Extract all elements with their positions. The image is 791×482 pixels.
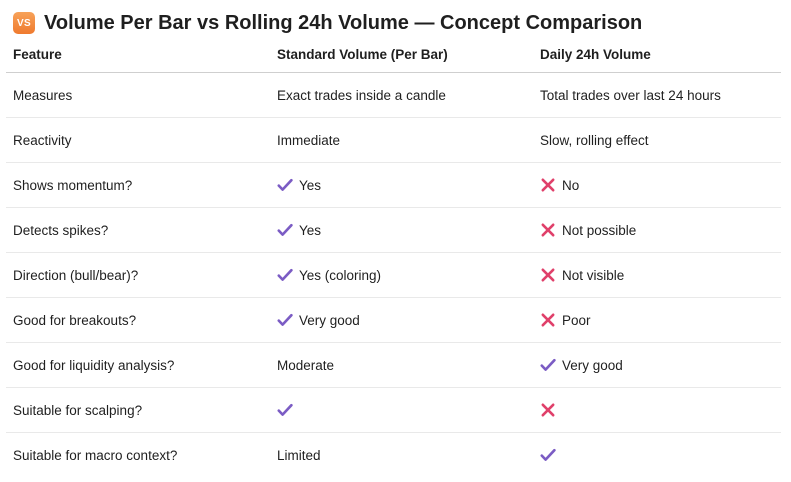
feature-cell: Good for liquidity analysis? xyxy=(6,342,270,388)
standard-cell-text: Exact trades inside a candle xyxy=(277,87,446,103)
table-row: Detects spikes? Yes Not possible xyxy=(6,207,781,253)
feature-cell: Detects spikes? xyxy=(6,207,270,253)
cross-mark-icon xyxy=(540,267,556,283)
check-mark-icon xyxy=(277,402,293,418)
column-header-standard: Standard Volume (Per Bar) xyxy=(270,36,533,73)
standard-cell xyxy=(270,387,533,433)
standard-cell-text: Moderate xyxy=(277,357,335,373)
daily-cell-content xyxy=(540,447,781,463)
standard-cell-text: Yes xyxy=(299,222,322,238)
daily-cell-text: Poor xyxy=(562,312,591,328)
column-header-daily: Daily 24h Volume xyxy=(533,36,781,73)
comparison-table: Feature Standard Volume (Per Bar) Daily … xyxy=(6,36,781,477)
standard-cell-text: Limited xyxy=(277,447,321,463)
daily-cell: Slow, rolling effect xyxy=(533,117,781,163)
standard-cell-content: Limited xyxy=(277,448,533,463)
daily-cell-text: Slow, rolling effect xyxy=(540,132,649,148)
standard-cell-text: Yes xyxy=(299,177,322,193)
feature-cell: Reactivity xyxy=(6,117,270,163)
feature-cell: Suitable for scalping? xyxy=(6,387,270,433)
daily-cell: Total trades over last 24 hours xyxy=(533,72,781,118)
table-row: Good for breakouts? Very good Poor xyxy=(6,297,781,343)
table-row: Shows momentum? Yes No xyxy=(6,162,781,208)
daily-cell-content: Poor xyxy=(540,312,781,328)
standard-cell: Immediate xyxy=(270,117,533,163)
standard-cell-content: Immediate xyxy=(277,133,533,148)
standard-cell-content: Very good xyxy=(277,312,533,328)
daily-cell-content: No xyxy=(540,177,781,193)
check-mark-icon xyxy=(277,312,293,328)
feature-cell: Direction (bull/bear)? xyxy=(6,252,270,298)
table-row: Good for liquidity analysis? Moderate Very… xyxy=(6,342,781,388)
standard-cell: Exact trades inside a candle xyxy=(270,72,533,118)
feature-cell: Shows momentum? xyxy=(6,162,270,208)
standard-cell: Yes (coloring) xyxy=(270,252,533,298)
daily-cell-text: Very good xyxy=(562,357,623,373)
vs-icon: VS xyxy=(13,12,35,34)
standard-cell: Moderate xyxy=(270,342,533,388)
table-header-row: Feature Standard Volume (Per Bar) Daily … xyxy=(6,36,781,73)
standard-cell-content xyxy=(277,402,533,418)
daily-cell xyxy=(533,433,781,478)
standard-cell-content: Yes xyxy=(277,177,533,193)
standard-cell: Limited xyxy=(270,433,533,478)
daily-cell-content: Slow, rolling effect xyxy=(540,133,781,148)
daily-cell-content: Not visible xyxy=(540,267,781,283)
check-mark-icon xyxy=(277,267,293,283)
standard-cell-text: Immediate xyxy=(277,132,341,148)
table-row: Reactivity Immediate Slow, rolling effect xyxy=(6,117,781,163)
standard-cell-content: Exact trades inside a candle xyxy=(277,88,533,103)
daily-cell: No xyxy=(533,162,781,208)
cross-mark-icon xyxy=(540,222,556,238)
title-row: VS Volume Per Bar vs Rolling 24h Volume … xyxy=(13,10,642,36)
feature-cell: Suitable for macro context? xyxy=(13,447,178,463)
standard-cell-text: Yes (coloring) xyxy=(299,267,382,283)
table-body: Measures Exact trades inside a candle Tota… xyxy=(6,72,781,478)
daily-cell-text: Total trades over last 24 hours xyxy=(540,87,721,103)
cross-mark-icon xyxy=(540,312,556,328)
table-row: Measures Exact trades inside a candle Tota… xyxy=(6,72,781,118)
feature-cell: Measures xyxy=(6,72,270,118)
daily-cell-content: Not possible xyxy=(540,222,781,238)
feature-cell: Good for breakouts? xyxy=(6,297,270,343)
standard-cell-text: Very good xyxy=(299,312,360,328)
page-title: Volume Per Bar vs Rolling 24h Volume — C… xyxy=(44,11,643,34)
daily-cell: Not visible xyxy=(533,252,781,298)
table-row: Direction (bull/bear)? Yes (coloring) Not … xyxy=(6,252,781,298)
standard-cell-content: Moderate xyxy=(277,358,533,373)
daily-cell-text: Not visible xyxy=(562,267,625,283)
daily-cell-text: Not possible xyxy=(562,222,637,238)
standard-cell-content: Yes xyxy=(277,222,533,238)
daily-cell-content xyxy=(540,402,781,418)
standard-cell: Yes xyxy=(270,207,533,253)
check-mark-icon xyxy=(540,447,556,463)
daily-cell-content: Total trades over last 24 hours xyxy=(540,88,781,103)
standard-cell: Yes xyxy=(270,162,533,208)
daily-cell: Very good xyxy=(533,342,781,388)
table-row: Suitable for macro context? Limited xyxy=(6,433,781,478)
table-row: Suitable for scalping? xyxy=(6,387,781,433)
check-mark-icon xyxy=(540,357,556,373)
standard-cell-content: Yes (coloring) xyxy=(277,267,533,283)
daily-cell xyxy=(533,387,781,433)
daily-cell: Not possible xyxy=(533,207,781,253)
daily-cell: Poor xyxy=(533,297,781,343)
standard-cell: Very good xyxy=(270,297,533,343)
daily-cell-content: Very good xyxy=(540,357,781,373)
cross-mark-icon xyxy=(540,177,556,193)
daily-cell-text: No xyxy=(562,177,580,193)
check-mark-icon xyxy=(277,177,293,193)
check-mark-icon xyxy=(277,222,293,238)
cross-mark-icon xyxy=(540,402,556,418)
column-header-feature: Feature xyxy=(6,36,270,73)
